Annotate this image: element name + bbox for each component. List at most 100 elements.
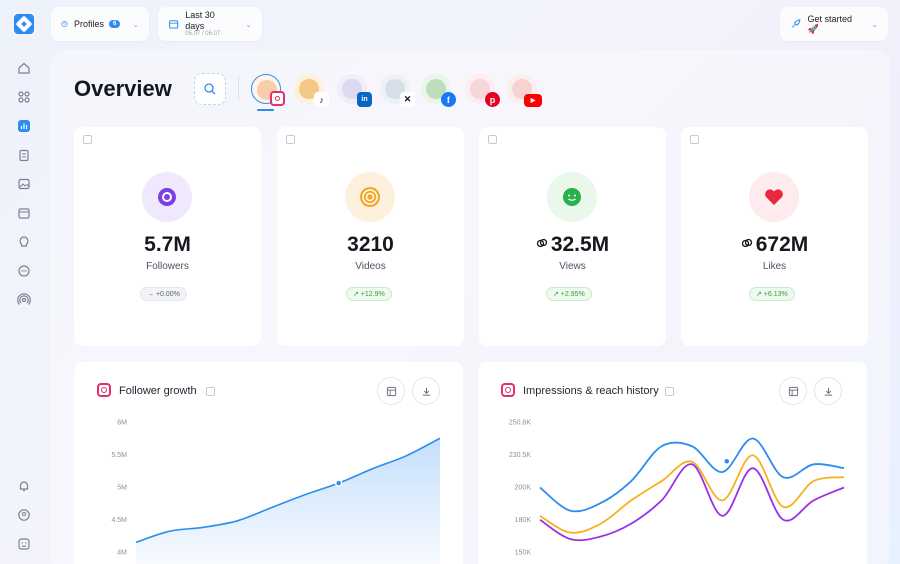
likes-change-badge: ↗ +6.13% bbox=[749, 287, 795, 301]
user-icon[interactable] bbox=[17, 508, 31, 522]
stat-card-views: 32.5M Views ↗ +2.95% bbox=[479, 127, 666, 346]
series-line-1 bbox=[539, 454, 845, 534]
lightbulb-icon[interactable] bbox=[17, 235, 31, 249]
series-line-0 bbox=[539, 437, 845, 513]
divider bbox=[238, 76, 239, 100]
profiles-count-badge: 6 bbox=[108, 20, 121, 28]
y-tick-label: 5.5M bbox=[111, 452, 127, 459]
get-started-button[interactable]: Get started 🚀 ⌄ bbox=[780, 7, 888, 41]
highlight-point[interactable] bbox=[334, 479, 343, 487]
stat-card-videos: 3210 Videos ↗ +12.9% bbox=[277, 127, 464, 346]
instagram-icon bbox=[97, 383, 111, 397]
active-tab-indicator bbox=[257, 109, 274, 111]
search-icon bbox=[204, 83, 216, 95]
tab-pinterest[interactable]: p bbox=[465, 74, 500, 107]
y-tick-label: 250.8K bbox=[509, 420, 532, 427]
series-line-2 bbox=[539, 463, 845, 542]
bell-icon[interactable] bbox=[17, 479, 31, 493]
info-icon[interactable] bbox=[286, 135, 295, 144]
tiktok-icon: ♪ bbox=[314, 92, 329, 107]
profile-icon bbox=[61, 20, 68, 28]
tab-linkedin[interactable]: in bbox=[337, 74, 372, 107]
chevron-down-icon: ⌄ bbox=[245, 19, 252, 29]
grid-icon[interactable] bbox=[17, 90, 31, 104]
date-range-dropdown[interactable]: Last 30 days 05.07 / 06.07 ⌄ bbox=[158, 7, 262, 41]
y-tick-label: 6M bbox=[117, 420, 127, 427]
y-tick-label: 180K bbox=[515, 517, 532, 524]
sidebar bbox=[0, 0, 50, 564]
y-tick-label: 200K bbox=[515, 485, 532, 492]
views-label: Views bbox=[559, 261, 586, 272]
info-icon[interactable] bbox=[665, 387, 674, 396]
area-fill bbox=[136, 438, 440, 564]
link-icon bbox=[536, 239, 547, 248]
impressions-reach-card: Impressions & reach history 250.8K 230.5K… bbox=[478, 362, 867, 564]
views-change-badge: ↗ +2.95% bbox=[546, 287, 592, 301]
likes-label: Likes bbox=[762, 261, 787, 272]
chart-title: Follower growth bbox=[119, 385, 197, 397]
stat-card-likes: 672M Likes ↗ +6.13% bbox=[681, 127, 868, 346]
views-icon bbox=[547, 172, 597, 222]
tab-tiktok[interactable]: ♪ bbox=[294, 74, 329, 107]
y-tick-label: 5M bbox=[117, 485, 127, 492]
rocket-icon bbox=[792, 19, 801, 28]
pinterest-icon: p bbox=[485, 92, 500, 107]
get-started-label: Get started 🚀 bbox=[807, 13, 853, 34]
y-tick-label: 4M bbox=[117, 550, 127, 557]
analytics-icon[interactable] bbox=[18, 120, 30, 132]
youtube-icon: ▶ bbox=[524, 94, 542, 107]
table-icon bbox=[788, 386, 798, 396]
tab-youtube[interactable]: ▶ bbox=[507, 74, 542, 107]
stat-card-followers: 5.7M Followers → +0.00% bbox=[74, 127, 261, 346]
clipboard-icon[interactable] bbox=[17, 148, 31, 162]
calendar-icon bbox=[169, 20, 179, 29]
followers-series-line bbox=[135, 437, 441, 544]
table-view-button[interactable] bbox=[377, 377, 405, 405]
likes-value: 672M bbox=[681, 233, 868, 257]
info-icon[interactable] bbox=[206, 387, 215, 396]
highlight-point[interactable] bbox=[723, 457, 731, 466]
heart-icon bbox=[749, 172, 799, 222]
chevron-down-icon: ⌄ bbox=[871, 19, 878, 29]
followers-change-badge: → +0.00% bbox=[140, 287, 187, 301]
views-value-text: 32.5M bbox=[550, 233, 610, 256]
facebook-icon: f bbox=[441, 92, 456, 107]
app-logo[interactable] bbox=[14, 14, 34, 34]
followers-value: 5.7M bbox=[144, 233, 191, 256]
download-button[interactable] bbox=[814, 377, 842, 405]
impressions-reach-chart: 250.8K 230.5K 200K 180K 150K bbox=[509, 420, 845, 557]
tab-facebook[interactable]: f bbox=[421, 74, 456, 107]
y-tick-label: 150K bbox=[515, 550, 532, 557]
broadcast-icon[interactable] bbox=[17, 293, 31, 307]
smiley-icon[interactable] bbox=[17, 537, 31, 551]
chart-title: Impressions & reach history bbox=[523, 385, 659, 397]
tab-instagram[interactable] bbox=[251, 74, 285, 106]
profiles-dropdown[interactable]: Profiles 6 ⌄ bbox=[51, 7, 149, 41]
chat-icon[interactable] bbox=[17, 264, 31, 278]
table-view-button[interactable] bbox=[779, 377, 807, 405]
download-button[interactable] bbox=[412, 377, 440, 405]
followers-label: Followers bbox=[146, 261, 189, 272]
search-profile-button[interactable] bbox=[194, 73, 226, 105]
y-tick-label: 4.5M bbox=[111, 517, 127, 524]
image-icon[interactable] bbox=[17, 177, 31, 191]
views-value: 32.5M bbox=[479, 233, 666, 257]
tab-x[interactable]: ✕ bbox=[380, 74, 415, 107]
y-tick-label: 230.5K bbox=[509, 452, 532, 459]
page-title: Overview bbox=[74, 76, 172, 101]
videos-value: 3210 bbox=[347, 233, 394, 256]
calendar-icon[interactable] bbox=[17, 206, 31, 220]
chevron-down-icon: ⌄ bbox=[132, 19, 139, 29]
follower-growth-card: Follower growth 6M 5.5M 5M 4.5M 4M bbox=[74, 362, 463, 564]
home-icon[interactable] bbox=[17, 61, 31, 75]
info-icon[interactable] bbox=[83, 135, 92, 144]
followers-icon bbox=[142, 172, 192, 222]
download-icon bbox=[422, 387, 430, 396]
instagram-icon bbox=[270, 91, 285, 106]
info-icon[interactable] bbox=[488, 135, 497, 144]
download-icon bbox=[824, 387, 832, 396]
table-icon bbox=[386, 386, 396, 396]
profiles-label: Profiles bbox=[73, 19, 104, 29]
x-icon: ✕ bbox=[400, 92, 415, 107]
info-icon[interactable] bbox=[690, 135, 699, 144]
